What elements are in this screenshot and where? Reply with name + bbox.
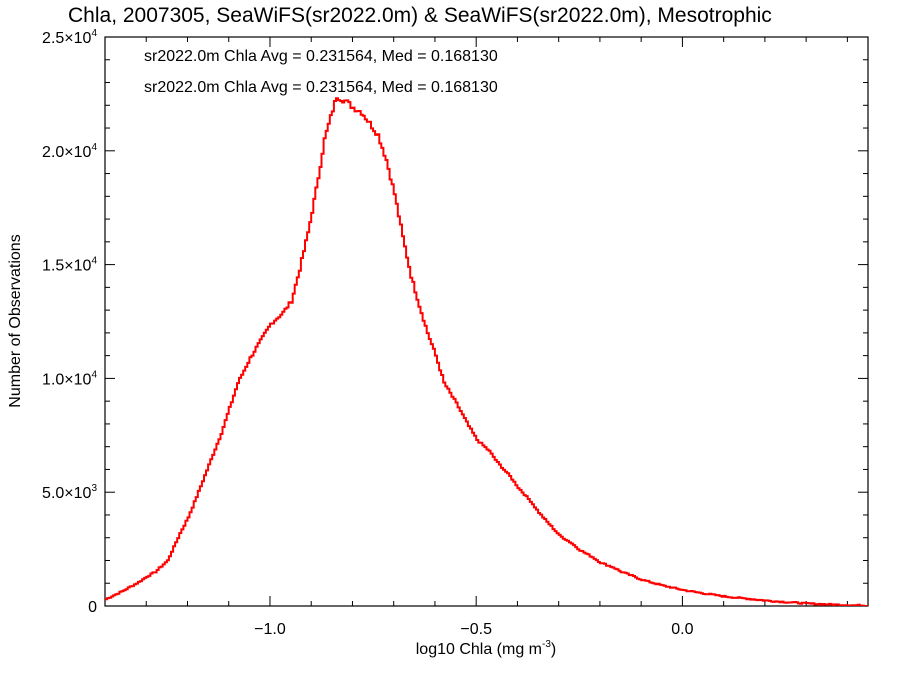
x-axis-label-text: log10 Chla (mg m [416, 641, 542, 658]
y-tick-mantissa: 0 [88, 599, 97, 616]
plot-frame [104, 36, 869, 607]
y-tick-mantissa: 5.0×10 [42, 485, 91, 502]
annotation-red: sr2022.0m Chla Avg = 0.231564, Med = 0.1… [144, 79, 498, 96]
y-tick-exponent: 4 [91, 142, 97, 153]
y-tick-exponent: 3 [91, 483, 97, 494]
annotation-black: sr2022.0m Chla Avg = 0.231564, Med = 0.1… [144, 48, 498, 65]
histogram-line-0 [105, 97, 868, 606]
x-tick-label: 0.0 [671, 621, 693, 638]
x-axis: −1.0 −0.5 0.0 [145, 37, 848, 638]
y-tick-label: 2.0×104 [42, 142, 97, 161]
y-tick-mantissa: 2.0×10 [42, 144, 91, 161]
x-axis-label: log10 Chla (mg m-3) [416, 639, 557, 658]
y-tick-exponent: 4 [91, 369, 97, 380]
y-tick-mantissa: 2.5×10 [42, 30, 91, 47]
series-group [105, 97, 868, 606]
y-tick-label: 5.0×103 [42, 483, 97, 502]
x-tick-label: −0.5 [460, 621, 492, 638]
y-tick-mantissa: 1.5×10 [42, 258, 91, 275]
y-axis-label: Number of Observations [7, 234, 24, 407]
x-axis-label-exponent: -3 [542, 639, 551, 650]
y-tick-exponent: 4 [91, 256, 97, 267]
y-tick-label: 1.5×104 [42, 256, 97, 275]
y-tick-label: 1.0×104 [42, 369, 97, 388]
y-tick-mantissa: 1.0×10 [42, 371, 91, 388]
y-tick-label: 0 [88, 599, 97, 616]
chart-title: Chla, 2007305, SeaWiFS(sr2022.0m) & SeaW… [68, 4, 772, 27]
x-axis-label-close: ) [551, 641, 556, 658]
x-tick-label: −1.0 [254, 621, 286, 638]
y-tick-exponent: 4 [91, 28, 97, 39]
y-tick-label: 2.5×104 [42, 28, 97, 47]
